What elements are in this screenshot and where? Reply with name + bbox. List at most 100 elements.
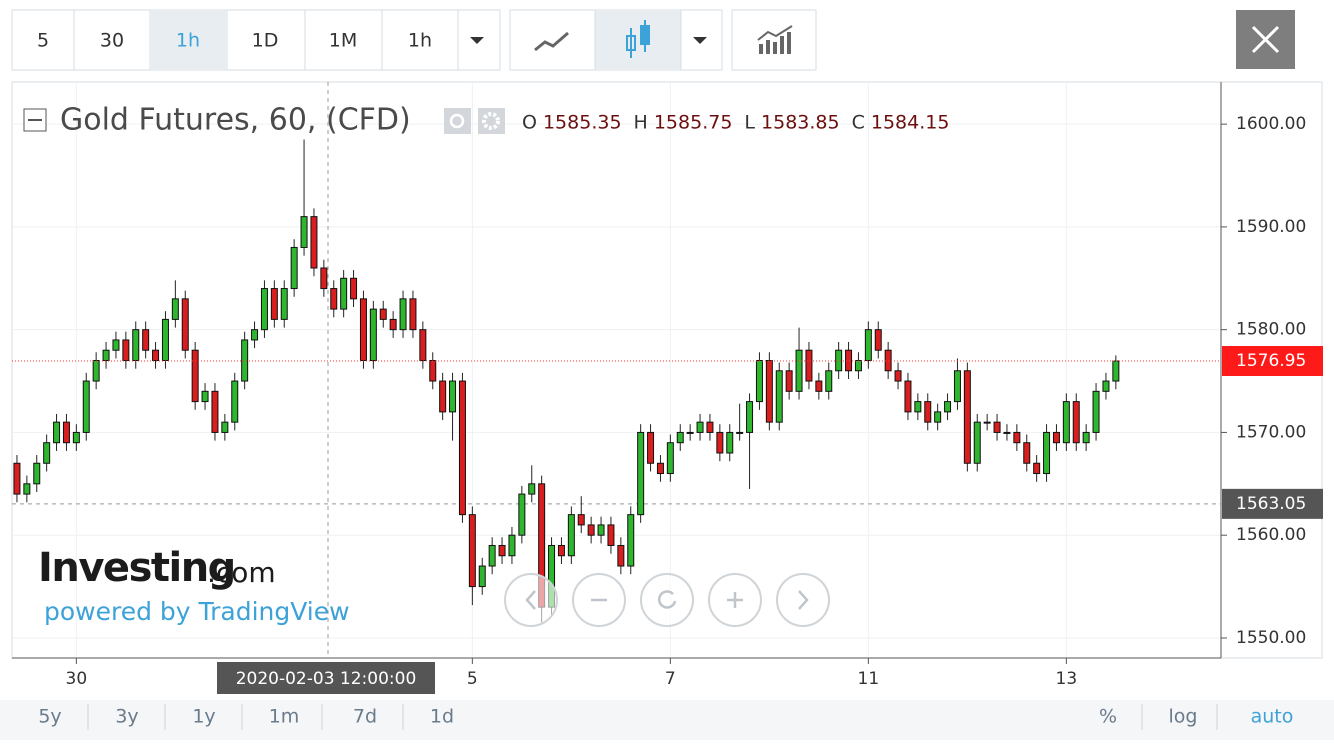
x-tick-label: 5 [467, 669, 478, 689]
candle-body [706, 421, 714, 433]
scale-button[interactable]: % [1099, 706, 1117, 728]
range-button[interactable]: 5y [38, 706, 61, 728]
active-style [595, 11, 681, 69]
candle-body [518, 493, 526, 536]
gear-icon [482, 112, 500, 130]
candle-body [607, 524, 615, 546]
candle-body [785, 370, 793, 392]
candle-body [666, 442, 674, 475]
candle-body [142, 329, 150, 351]
candle-body [1102, 380, 1110, 392]
candle-body [201, 390, 209, 403]
candle-body [320, 267, 328, 290]
scroll-right[interactable] [776, 573, 830, 627]
candle-body [171, 298, 179, 320]
x-tick-label: 30 [66, 669, 88, 689]
candle-body [1033, 462, 1041, 475]
range-button[interactable]: 1d [430, 706, 454, 728]
candle-body [973, 421, 981, 464]
candle-body [1023, 442, 1031, 464]
interval-button[interactable]: 1h [176, 30, 200, 52]
candle-body [152, 349, 160, 361]
candle-body [191, 349, 199, 403]
eye-icon [449, 113, 465, 129]
candle-body [597, 524, 605, 536]
candle-body [1092, 390, 1100, 433]
y-tick-label: 1570.00 [1236, 422, 1306, 442]
candle-body [270, 288, 278, 320]
last-price-badge [1222, 346, 1323, 377]
candle-body [567, 514, 575, 557]
candle-body [864, 329, 872, 361]
candle-body [82, 380, 90, 433]
candle-body [746, 401, 754, 433]
candle-body [478, 565, 486, 588]
plot-area [12, 82, 1221, 658]
range-button[interactable]: 7d [353, 706, 377, 728]
candle-body [914, 401, 922, 413]
candle-body [736, 431, 744, 434]
candle-body [458, 380, 466, 516]
interval-button[interactable]: 1D [252, 30, 279, 52]
dropdown-arrow[interactable] [470, 37, 484, 44]
candle-body [805, 349, 813, 382]
x-tick-label: 11 [858, 669, 880, 689]
interval-button[interactable]: 1M [329, 30, 357, 52]
candle-body [359, 298, 367, 361]
indicator-icon[interactable] [757, 25, 793, 54]
candle-body [300, 216, 308, 248]
y-tick-label: 1580.00 [1236, 320, 1306, 340]
range-button[interactable]: 1m [269, 706, 300, 728]
candle-body [379, 308, 387, 320]
range-button[interactable]: 3y [115, 706, 138, 728]
y-tick-label: 1600.00 [1236, 114, 1306, 134]
candle-body [1112, 360, 1120, 382]
indicator-group [731, 9, 817, 71]
candle-body [1062, 401, 1070, 444]
candle-body [775, 370, 783, 423]
candle-body [627, 514, 635, 567]
interval-button[interactable]: 30 [100, 30, 124, 52]
footer: 5y 3y 1y 1m 7d 1d% log auto [38, 704, 1293, 730]
reset[interactable] [640, 573, 694, 627]
candle-body [419, 329, 427, 361]
candle-body [1082, 431, 1090, 444]
scale-button[interactable]: auto [1251, 706, 1294, 728]
candle-body [468, 514, 476, 588]
candle-body [23, 483, 31, 495]
candle-body [260, 288, 268, 331]
candle-body [92, 359, 100, 382]
dropdown-arrow[interactable] [693, 37, 707, 44]
candle-body [251, 329, 259, 341]
range-button[interactable]: 1y [192, 706, 215, 728]
scroll-left[interactable] [504, 573, 558, 627]
candle-body [439, 380, 447, 413]
line-style-icon[interactable] [534, 31, 569, 52]
candle-body [1003, 431, 1011, 434]
watermark: Investing .com powered by TradingView [38, 545, 350, 626]
ohlc-label: L [744, 112, 755, 134]
candle-body [755, 359, 763, 403]
candle-body [647, 431, 655, 464]
ohlc-header: O 1585.35 H 1585.75 L 1583.85 C 1584.15 [522, 112, 949, 134]
interval-dropdown[interactable]: 1h [408, 30, 432, 52]
candle-style-icon[interactable] [626, 20, 650, 58]
candle-body [577, 514, 585, 526]
candle-body [211, 390, 219, 433]
powered-by: powered by TradingView [44, 597, 350, 626]
candle-body [221, 421, 229, 433]
candle-body [963, 370, 971, 464]
candle-body [62, 421, 70, 444]
candle-body [429, 359, 437, 382]
interval-button[interactable]: 5 [37, 30, 49, 52]
candle-body [369, 308, 377, 361]
candle-body [449, 380, 457, 413]
candle-body [944, 401, 952, 413]
crosshair-time-label: 2020-02-03 12:00:00 [236, 669, 417, 689]
visibility-button[interactable] [444, 108, 471, 134]
candle-body [241, 339, 249, 382]
candle-body [993, 421, 1001, 433]
scale-button[interactable]: log [1169, 706, 1198, 728]
candle-body [102, 349, 110, 361]
ohlc-label: O [522, 112, 537, 134]
